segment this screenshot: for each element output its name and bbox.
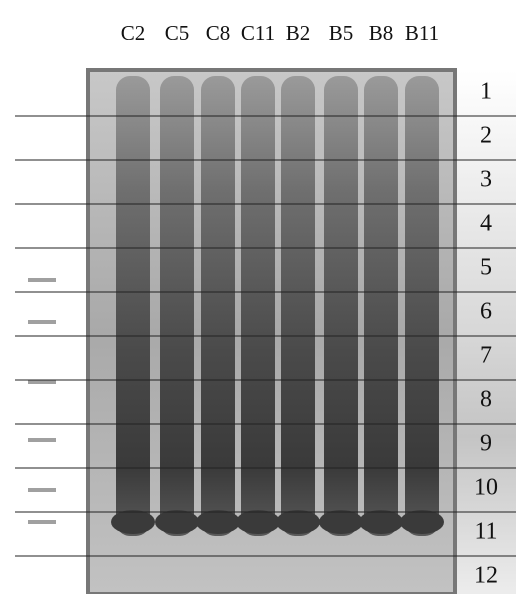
marker-band	[28, 488, 56, 492]
slice-label: 12	[474, 563, 498, 589]
marker-band	[28, 520, 56, 524]
lane-label: B11	[405, 21, 439, 45]
lane-label: C2	[121, 21, 146, 45]
lane-smear	[281, 76, 315, 536]
marker-band	[28, 320, 56, 324]
lane-label: C8	[206, 21, 231, 45]
lane-band	[236, 510, 280, 534]
marker-band	[28, 438, 56, 442]
lane-smear	[201, 76, 235, 536]
lane-smear	[405, 76, 439, 536]
slice-label: 11	[474, 519, 497, 545]
slice-label: 10	[474, 475, 498, 501]
marker-ladder	[28, 278, 56, 524]
slice-label: 1	[480, 79, 492, 105]
lane-band	[400, 510, 444, 534]
lane-smear	[241, 76, 275, 536]
gel-figure: C2C5C8C11B2B5B8B11123456789101112	[0, 0, 516, 594]
slice-label: 5	[480, 255, 492, 281]
lane-smear	[364, 76, 398, 536]
lane-band	[276, 510, 320, 534]
slice-label: 6	[480, 299, 492, 325]
gel-edge	[455, 70, 516, 594]
lane-label: C11	[241, 21, 275, 45]
marker-band	[28, 278, 56, 282]
lane-smear	[160, 76, 194, 536]
lane-label: B5	[329, 21, 354, 45]
lane-band	[319, 510, 363, 534]
slice-label: 2	[480, 123, 492, 149]
lane-band	[155, 510, 199, 534]
lane-smear	[324, 76, 358, 536]
marker-band	[28, 380, 56, 384]
lane-band	[196, 510, 240, 534]
lane-label: B2	[286, 21, 311, 45]
lane-band	[359, 510, 403, 534]
lane-label: B8	[369, 21, 394, 45]
lane-band	[111, 510, 155, 534]
slice-label: 3	[480, 167, 492, 193]
lane-smear	[116, 76, 150, 536]
slice-label: 7	[480, 343, 492, 369]
slice-label: 4	[480, 211, 492, 237]
slice-label: 9	[480, 431, 492, 457]
slice-label: 8	[480, 387, 492, 413]
lane-label: C5	[165, 21, 190, 45]
